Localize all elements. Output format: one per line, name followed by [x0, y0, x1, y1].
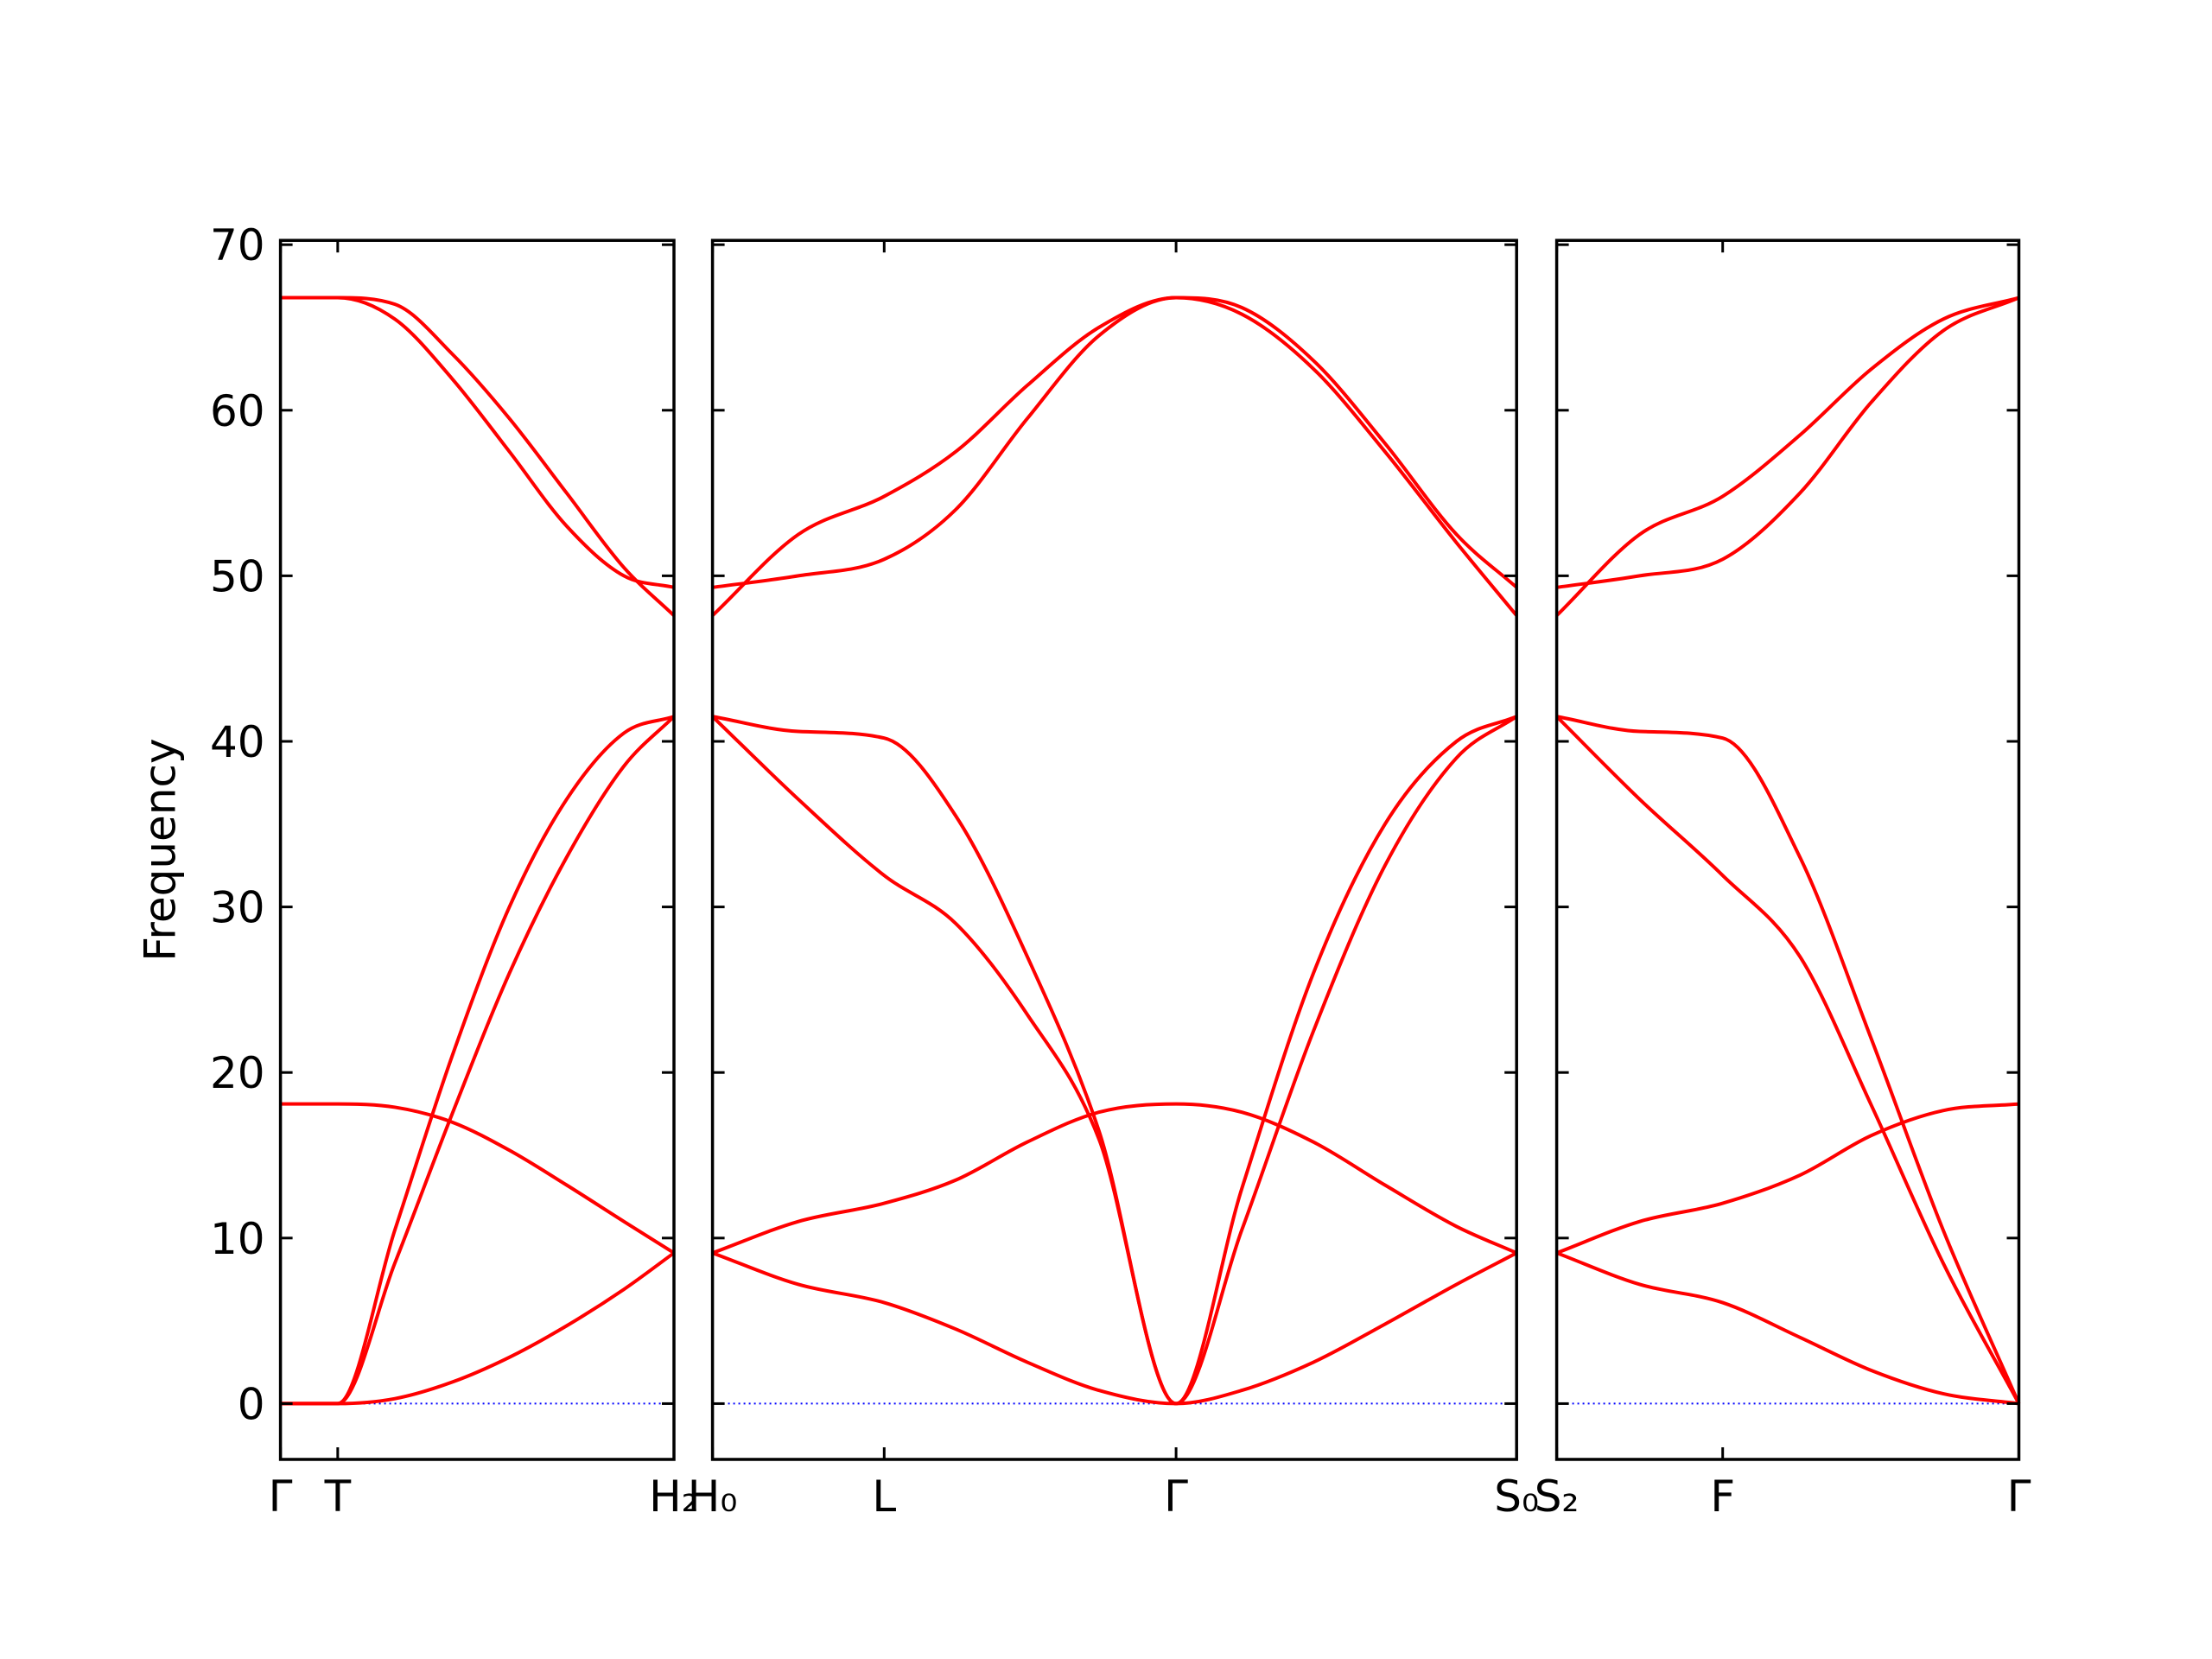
x-tick-label: T [324, 1471, 352, 1522]
band-line [711, 1251, 1518, 1406]
y-tick-label: 60 [210, 386, 265, 436]
band-line [280, 715, 676, 1406]
band-line [280, 1102, 676, 1255]
y-tick-label: 20 [210, 1048, 265, 1098]
x-tick-label: Γ [269, 1471, 293, 1522]
y-tick-label: 0 [238, 1379, 265, 1429]
band-line [280, 296, 675, 589]
band-line [1556, 296, 2020, 589]
band-line [280, 296, 676, 617]
band-line [711, 715, 1518, 1406]
y-tick-label: 70 [210, 220, 265, 270]
band-line [1555, 715, 2021, 1405]
y-tick-label: 10 [210, 1214, 265, 1264]
plot-frame [1554, 238, 2021, 1461]
plot-frame [278, 238, 676, 1461]
band-line [1556, 715, 2021, 1405]
band-line [1555, 296, 2020, 617]
y-tick-label: 30 [210, 883, 265, 933]
band-line [280, 715, 675, 1406]
x-tick-label: S₀ [1494, 1471, 1539, 1522]
band-line [712, 296, 1518, 589]
x-tick-label: H₂ [649, 1471, 699, 1522]
plot-frame [710, 238, 1518, 1461]
x-tick-label: H₀ [688, 1471, 738, 1522]
x-tick-label: L [872, 1471, 896, 1522]
band-line [1555, 1102, 2019, 1255]
band-line [711, 1102, 1518, 1255]
x-tick-label: Γ [2007, 1471, 2031, 1522]
x-tick-label: Γ [1164, 1471, 1188, 1522]
band-line [1555, 1251, 2019, 1406]
y-tick-label: 50 [210, 551, 265, 601]
y-tick-label: 40 [210, 717, 265, 767]
band-line [712, 715, 1517, 1406]
band-line [280, 1251, 676, 1406]
x-tick-label: F [1710, 1471, 1735, 1522]
x-tick-label: S₂ [1535, 1471, 1580, 1522]
y-axis-label: Frequency [136, 738, 186, 961]
